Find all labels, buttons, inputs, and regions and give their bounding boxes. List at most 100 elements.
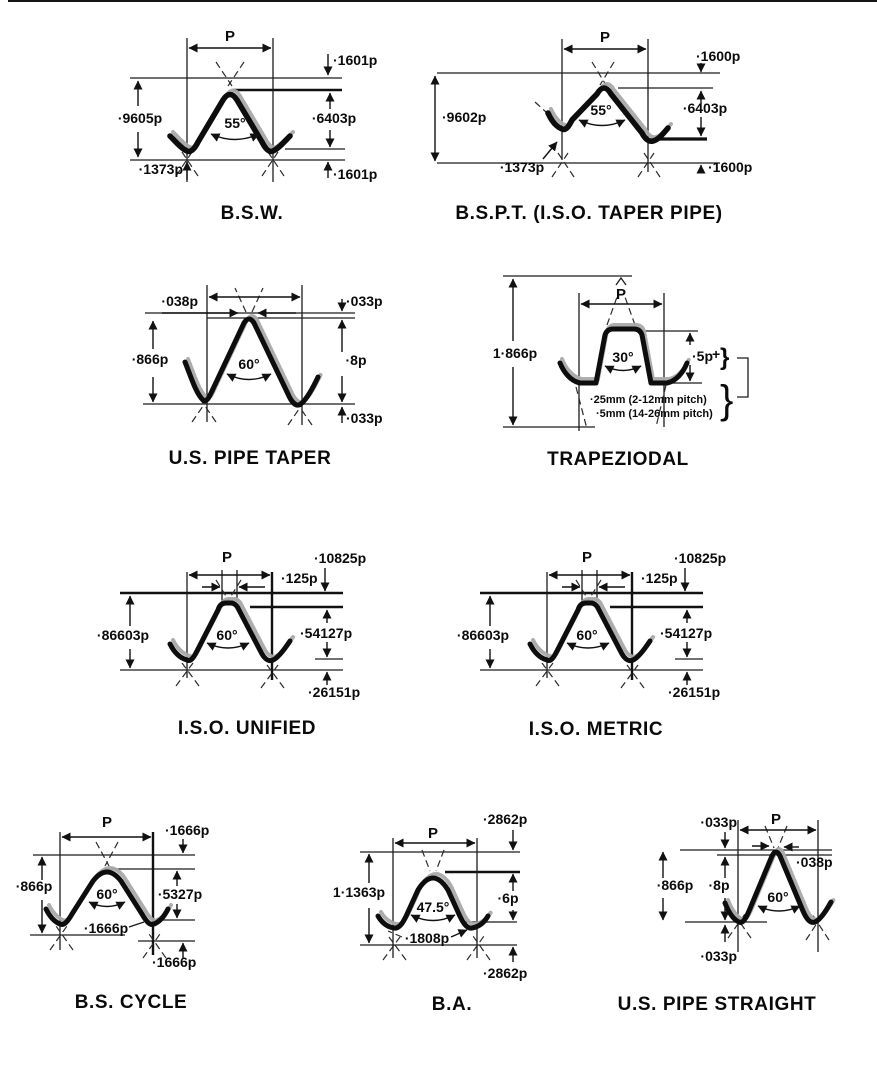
dimension-lines: [508, 278, 695, 426]
angle-arc: [210, 133, 260, 142]
thread-profile: [167, 600, 293, 664]
dim-flank-right: ·5327p: [158, 886, 202, 902]
angle-label: 47.5°: [417, 899, 450, 915]
construction-lines: [360, 838, 520, 958]
dim-half-pitch: ·5p: [692, 348, 713, 364]
diagram-title-iso-unified: I.S.O. UNIFIED: [177, 718, 317, 739]
construction-lines: [437, 39, 720, 172]
thread-shading: [560, 323, 691, 381]
dimension-lines: [148, 292, 347, 423]
dim-bottom-right: ·2862p: [483, 965, 527, 981]
dim-top-right: ·2862p: [483, 811, 527, 827]
pitch-label: P: [600, 29, 610, 46]
bs-cycle-drawing: P ·1666p ·866p 60° ·5327p ·1666p ·1666p: [16, 814, 210, 970]
plus-sign: +: [712, 346, 720, 362]
dimension-lines: [125, 568, 332, 685]
iso-unified-drawing: P ·10825p ·125p ·86603p 60° ·54127p ·261…: [97, 549, 366, 700]
thread-profile: [557, 326, 690, 386]
dimension-lines: [37, 832, 188, 958]
construction-lines: [30, 832, 195, 955]
angle-label: 60°: [576, 627, 597, 643]
dim-depth-left: 1·1363p: [333, 884, 385, 900]
dim-bottom-right: ·1601p: [333, 166, 377, 182]
dim-top-right: ·1601p: [333, 52, 377, 68]
dim-root-flat: ·1808p: [405, 930, 449, 946]
thread-profile: [722, 849, 834, 925]
thread-profile: [182, 316, 321, 408]
dim-bottom-right: ·26151p: [308, 684, 360, 700]
bsw-drawing: P ·1601p ·9605p 55° ·6403p ·1373p ·1601p: [118, 28, 377, 182]
dimension-lines: [364, 830, 518, 962]
dim-flank-right: ·6403p: [312, 110, 356, 126]
pitch-label: P: [428, 825, 438, 842]
dim-depth-mid: ·8p: [709, 877, 730, 893]
angle-arc: [578, 119, 626, 128]
iso-metric-drawing: P ·10825p ·125p ·86603p 60° ·54127p ·261…: [457, 549, 726, 700]
diagram-title-bsw: B.S.W.: [220, 203, 284, 224]
angle-label: 55°: [590, 102, 611, 118]
angle-arc: [604, 365, 642, 374]
diagram-bspt: P ·1600p ·9602p 55° ·6403p ·1373p ·1600p: [430, 10, 870, 210]
diagram-bsw: P ·1601p ·9605p 55° ·6403p ·1373p ·1601p: [20, 10, 440, 205]
dim-root-left: ·1373p: [139, 161, 183, 177]
bspt-drawing: P ·1600p ·9602p 55° ·6403p ·1373p ·1600p: [430, 29, 752, 178]
diagram-trapezoidal: 1·866p P 30° ·5p + } } ·25mm (2-12mm pit…: [450, 255, 790, 485]
thread-shading: [379, 872, 493, 927]
brace-large: }: [720, 378, 733, 422]
pitch-label: P: [102, 814, 112, 831]
dim-root-mid: ·1666p: [84, 920, 128, 936]
us-pipe-straight-drawing: ·033p P ·038p ·866p ·8p 60° ·033p: [657, 811, 836, 964]
dim-flank-right: ·54127p: [300, 625, 352, 641]
dim-depth-left: ·866p: [16, 878, 53, 894]
pitch-label: P: [616, 286, 626, 303]
thread-profile: [527, 600, 653, 664]
dim-crest-flat: ·125p: [641, 570, 678, 586]
diagram-iso-metric: P ·10825p ·125p ·86603p 60° ·54127p ·261…: [450, 530, 780, 750]
extension-dashes: [175, 579, 285, 689]
diagram-us-pipe-straight: ·033p P ·038p ·866p ·8p 60° ·033p: [600, 790, 877, 1030]
diagram-title-us-pipe-straight: U.S. PIPE STRAIGHT: [617, 994, 817, 1015]
angle-arc: [410, 914, 456, 923]
dim-depth-left: 1·866p: [493, 345, 537, 361]
dim-bottom-right: ·1666p: [152, 954, 196, 970]
angle-label: 30°: [612, 349, 633, 365]
thread-profile: [545, 85, 671, 144]
pitch-label: P: [771, 811, 781, 828]
dim-top-right: ·1666p: [165, 822, 209, 838]
dimension-lines: [430, 44, 706, 174]
extension-dashes: [535, 579, 645, 689]
dimension-lines: [485, 568, 692, 685]
dim-flank-right: ·54127p: [660, 625, 712, 641]
diagram-us-pipe-taper: ·038p ·033p ·866p 60° ·8p ·033p: [100, 270, 410, 480]
construction-lines: [130, 38, 345, 182]
construction-lines: [680, 820, 832, 952]
angle-arc: [88, 901, 126, 910]
dim-crest-flat: ·038p: [796, 854, 833, 870]
dim-depth-left: ·86603p: [457, 627, 509, 643]
dimension-lines: [658, 825, 817, 942]
extension-dashes: [534, 61, 661, 178]
pitch-note-1: ·25mm (2-12mm pitch): [590, 394, 707, 406]
dim-top-right: ·033p: [346, 293, 383, 309]
brace-small: }: [720, 344, 729, 371]
dim-bottom-right: ·1600p: [708, 159, 752, 175]
dim-depth-right: ·8p: [346, 352, 367, 368]
angle-arc: [206, 642, 250, 651]
dim-depth-left: ·9605p: [118, 110, 162, 126]
angle-label: 60°: [238, 356, 259, 372]
diagram-iso-unified: P ·10825p ·125p ·86603p 60° ·54127p ·261…: [90, 530, 420, 750]
dim-depth-left: ·86603p: [97, 627, 149, 643]
diagram-title-bspt: B.S.P.T. (I.S.O. TAPER PIPE): [455, 203, 723, 224]
dim-flank-right: ·6p: [498, 890, 519, 906]
dim-top-right: ·10825p: [314, 550, 366, 566]
dim-top-right: ·10825p: [674, 550, 726, 566]
pitch-label: P: [582, 549, 592, 566]
dim-depth-left: ·866p: [132, 351, 169, 367]
angle-arc: [566, 642, 610, 651]
dim-depth-left: ·866p: [657, 877, 694, 893]
extension-dashes: [382, 849, 491, 961]
diagram-title-bs-cycle: B.S. CYCLE: [74, 992, 188, 1013]
dim-flank-right: ·6403p: [683, 100, 727, 116]
dim-bottom-right: ·033p: [346, 410, 383, 426]
